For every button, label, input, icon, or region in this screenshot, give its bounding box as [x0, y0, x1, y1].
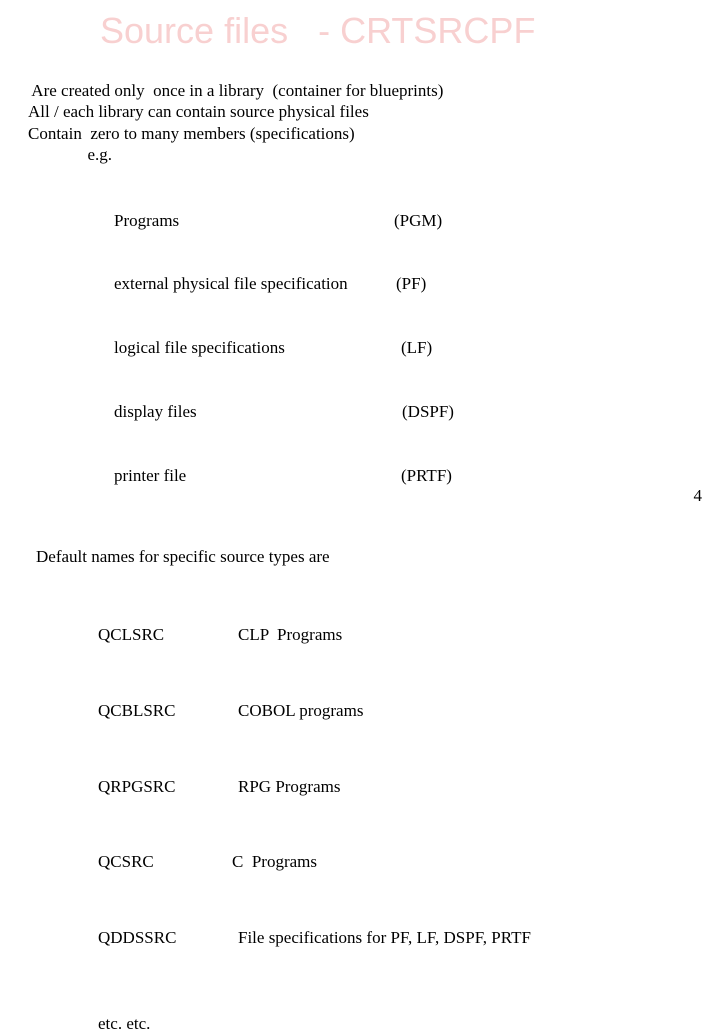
example-label: printer file [28, 465, 401, 486]
example-code: (PF) [396, 273, 426, 294]
source-name: QCSRC [98, 851, 238, 872]
body-content: Are created only once in a library (cont… [28, 80, 531, 1034]
source-desc: CLP Programs [238, 624, 342, 645]
body-line: Are created only once in a library (cont… [28, 80, 531, 101]
source-name: QDDSSRC [98, 927, 238, 948]
body-line: Contain zero to many members (specificat… [28, 123, 531, 144]
slide-title: Source files - CRTSRCPF [100, 10, 535, 52]
example-label: Programs [28, 210, 394, 231]
example-code: (PRTF) [401, 465, 452, 486]
source-row: QCSRC C Programs [98, 851, 531, 872]
example-code: (DSPF) [402, 401, 454, 422]
examples-block: Programs (PGM) external physical file sp… [28, 167, 531, 528]
source-desc: RPG Programs [238, 776, 340, 797]
default-names-line: Default names for specific source types … [28, 546, 531, 567]
source-desc: COBOL programs [238, 700, 363, 721]
body-line: e.g. [28, 144, 531, 165]
example-row: external physical file specification (PF… [28, 273, 531, 294]
example-label: logical file specifications [28, 337, 401, 358]
example-label: external physical file specification [28, 273, 396, 294]
example-code: (PGM) [394, 210, 442, 231]
source-name: QCBLSRC [98, 700, 238, 721]
source-row: QDDSSRC File specifications for PF, LF, … [98, 927, 531, 948]
source-row: QCBLSRC COBOL programs [98, 700, 531, 721]
body-line: All / each library can contain source ph… [28, 101, 531, 122]
page-number: 4 [694, 486, 703, 506]
source-name: QCLSRC [98, 624, 238, 645]
example-code: (LF) [401, 337, 432, 358]
source-name: QRPGSRC [98, 776, 238, 797]
etc-line: etc. etc. [28, 1013, 531, 1034]
example-label: display files [28, 401, 402, 422]
source-desc: File specifications for PF, LF, DSPF, PR… [238, 927, 531, 948]
source-names-table: QCLSRC CLP Programs QCBLSRC COBOL progra… [28, 582, 531, 1003]
source-row: QRPGSRC RPG Programs [98, 776, 531, 797]
example-row: display files (DSPF) [28, 401, 531, 422]
example-row: Programs (PGM) [28, 210, 531, 231]
source-row: QCLSRC CLP Programs [98, 624, 531, 645]
source-desc: C Programs [232, 851, 317, 872]
example-row: logical file specifications (LF) [28, 337, 531, 358]
example-row: printer file (PRTF) [28, 465, 531, 486]
